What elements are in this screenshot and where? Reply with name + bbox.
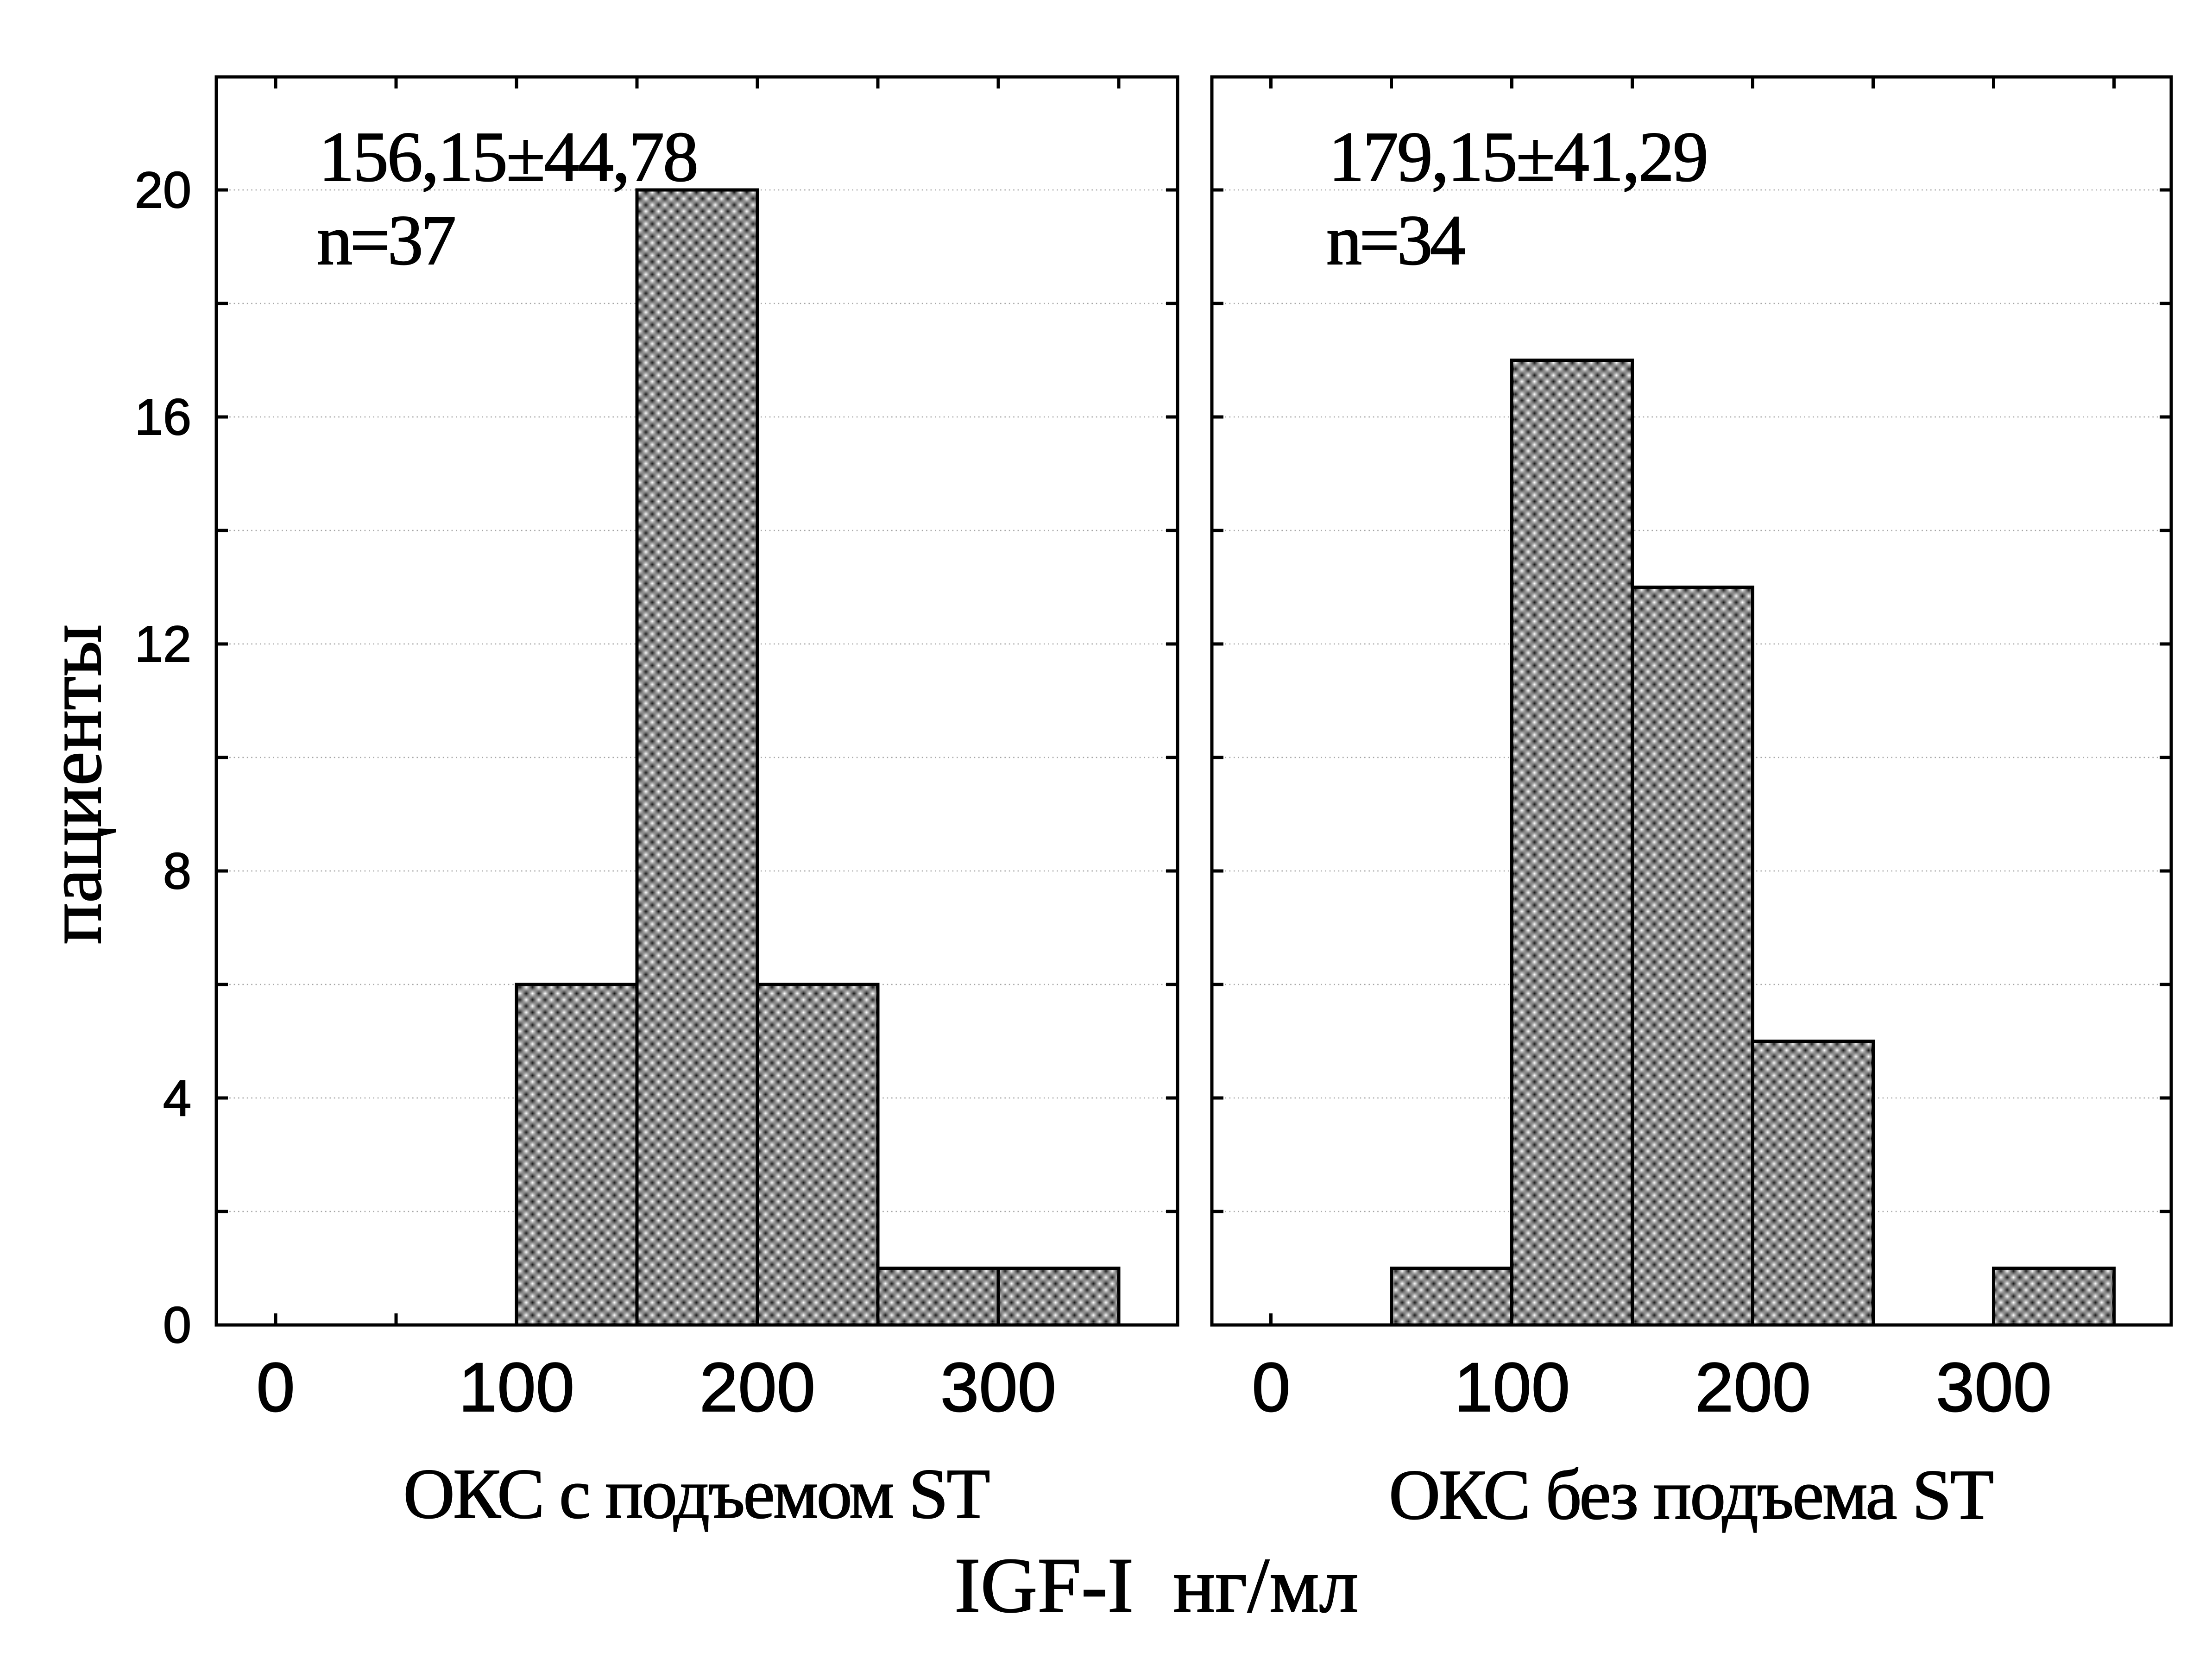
svg-text:0: 0 — [163, 1297, 191, 1354]
svg-text:n=37: n=37 — [317, 201, 456, 280]
svg-text:0: 0 — [1252, 1348, 1290, 1426]
svg-text:n=34: n=34 — [1326, 201, 1466, 280]
svg-text:пациенты: пациенты — [32, 624, 118, 945]
svg-text:300: 300 — [940, 1348, 1056, 1426]
svg-text:100: 100 — [459, 1348, 574, 1426]
svg-text:200: 200 — [700, 1348, 815, 1426]
svg-text:IGF-I нг/мл: IGF-I нг/мл — [954, 1542, 1359, 1629]
svg-text:ОКС без подъема ST: ОКС без подъема ST — [1389, 1456, 1994, 1534]
svg-text:12: 12 — [135, 616, 191, 673]
svg-text:100: 100 — [1454, 1348, 1570, 1426]
svg-text:20: 20 — [135, 162, 191, 219]
svg-text:ОКС с подъемом ST: ОКС с подъемом ST — [403, 1455, 990, 1533]
svg-text:300: 300 — [1936, 1348, 2052, 1426]
svg-text:8: 8 — [163, 843, 191, 900]
svg-text:4: 4 — [163, 1070, 191, 1127]
svg-text:200: 200 — [1695, 1348, 1811, 1426]
svg-text:156,15±44,78: 156,15±44,78 — [319, 118, 699, 196]
svg-text:0: 0 — [256, 1348, 295, 1426]
svg-text:16: 16 — [135, 389, 191, 446]
svg-text:179,15±41,29: 179,15±41,29 — [1329, 118, 1708, 196]
